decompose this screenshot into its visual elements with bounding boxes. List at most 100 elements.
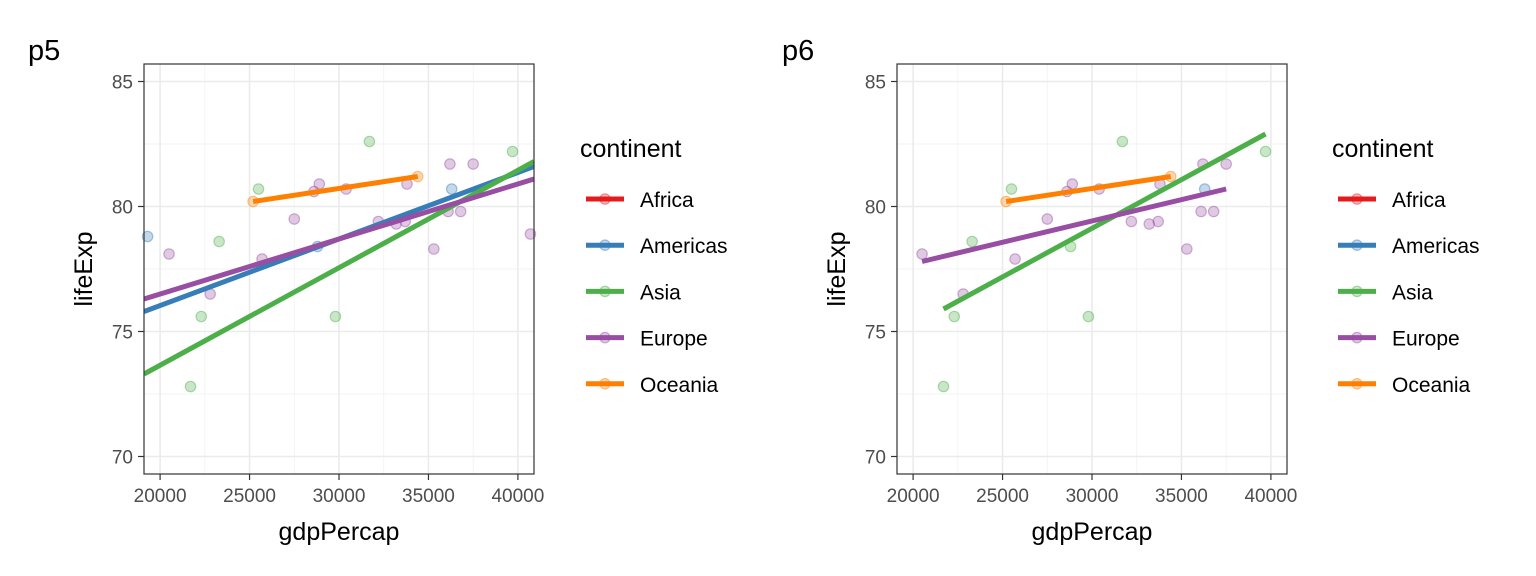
data-point-asia <box>506 145 519 158</box>
data-point-asia <box>1116 135 1129 148</box>
data-point-europe <box>1066 178 1079 190</box>
legend-key-point <box>1351 331 1363 344</box>
data-point-asia <box>948 310 961 323</box>
legend-label: Europe <box>1392 328 1460 351</box>
y-tick-label: 75 <box>112 323 133 344</box>
legend-label: Americas <box>640 235 728 258</box>
data-point-asia <box>184 380 197 393</box>
data-point-europe <box>467 158 479 170</box>
data-point-europe <box>454 205 467 218</box>
legend: continent Africa Americas Asia Europe Oceania <box>580 135 728 397</box>
legend-item-oceania: Oceania <box>586 374 719 397</box>
data-point-europe <box>524 228 537 240</box>
data-point-europe <box>1195 205 1207 218</box>
x-axis-title: gdpPercap <box>279 518 400 546</box>
legend-label: Americas <box>1392 235 1480 258</box>
data-point-asia <box>1082 310 1095 323</box>
legend-item-oceania: Oceania <box>1338 374 1471 397</box>
data-point-asia <box>1005 183 1018 195</box>
legend-label: Oceania <box>640 374 719 397</box>
x-tick-label: 40000 <box>491 486 544 507</box>
y-tick-label: 80 <box>865 198 886 219</box>
legend-item-africa: Africa <box>586 189 694 212</box>
data-point-europe <box>444 158 456 170</box>
panel-tag: p6 <box>782 35 814 67</box>
data-point-europe <box>163 248 175 260</box>
legend-key-point <box>1351 239 1363 251</box>
y-tick-label: 75 <box>865 323 886 344</box>
legend-key-point <box>599 239 611 251</box>
data-point-europe <box>428 243 440 255</box>
data-point-asia <box>966 235 978 248</box>
x-tick-label: 20000 <box>134 486 187 507</box>
data-point-europe <box>1125 215 1138 228</box>
legend-label: Asia <box>640 281 681 304</box>
y-tick-label: 85 <box>112 73 133 94</box>
fit-line-asia <box>942 131 1267 312</box>
data-point-americas <box>445 183 458 195</box>
legend-label: Africa <box>1392 189 1446 212</box>
y-tick-label: 80 <box>112 198 133 219</box>
data-point-asia <box>195 310 208 323</box>
fit-line-europe <box>921 186 1227 264</box>
x-tick-label: 20000 <box>887 486 940 507</box>
legend-item-asia: Asia <box>586 281 681 304</box>
x-axis-title: gdpPercap <box>1032 518 1153 546</box>
legend-label: Europe <box>640 328 708 351</box>
panel-p6: p6 20000 25000 30000 35000 40000 70 75 80 85 gdpPe… <box>782 35 1480 546</box>
data-point-asia <box>937 380 950 393</box>
data-point-europe <box>916 248 928 260</box>
data-point-americas <box>141 230 154 243</box>
legend-item-europe: Europe <box>1338 328 1460 351</box>
data-point-asia <box>252 183 265 195</box>
legend-item-americas: Americas <box>1338 235 1480 258</box>
x-tick-label: 30000 <box>1066 486 1119 507</box>
legend-item-asia: Asia <box>1338 281 1433 304</box>
legend-label: Asia <box>1392 281 1433 304</box>
y-tick-label: 70 <box>112 448 133 469</box>
data-point-asia <box>1259 145 1272 158</box>
legend-item-europe: Europe <box>586 328 708 351</box>
fit-line-oceania <box>252 174 419 204</box>
data-point-europe <box>1009 253 1021 265</box>
legend-key-point <box>1351 193 1363 205</box>
fit-line-oceania <box>1005 174 1172 204</box>
legend-key-point <box>599 377 611 390</box>
x-tick-label: 40000 <box>1244 486 1297 507</box>
x-tick-label: 35000 <box>1155 486 1208 507</box>
legend-label: Africa <box>640 189 694 212</box>
legend-key-point <box>1351 285 1363 298</box>
y-axis-title: lifeExp <box>823 231 851 306</box>
data-point-europe <box>313 178 326 190</box>
x-tick-label: 35000 <box>402 486 455 507</box>
x-tick-label: 30000 <box>313 486 366 507</box>
data-point-europe <box>1041 213 1054 225</box>
data-point-asia <box>363 135 376 148</box>
fit-line-europe <box>144 176 534 302</box>
data-point-europe <box>1181 243 1193 255</box>
legend-key-point <box>1351 377 1363 390</box>
legend-item-americas: Americas <box>586 235 728 258</box>
legend: continent Africa Americas Asia Europe Oceania <box>1332 135 1480 397</box>
legend-item-africa: Africa <box>1338 189 1446 212</box>
x-tick-label: 25000 <box>223 486 276 507</box>
legend-label: Oceania <box>1392 374 1471 397</box>
y-tick-label: 70 <box>865 448 886 469</box>
legend-title: continent <box>1332 135 1434 163</box>
data-point-asia <box>329 310 342 323</box>
panel-p5: p5 20000 25000 30000 35000 40000 70 75 80 85 gdpPe… <box>28 35 728 546</box>
panel-tag: p5 <box>28 35 60 67</box>
legend-key-point <box>599 331 611 344</box>
x-tick-label: 25000 <box>976 486 1029 507</box>
data-point-europe <box>1207 205 1220 218</box>
legend-key-point <box>599 285 611 298</box>
legend-title: continent <box>580 135 682 163</box>
legend-key-point <box>599 193 611 205</box>
y-axis-title: lifeExp <box>70 231 98 306</box>
y-tick-label: 85 <box>865 73 886 94</box>
data-point-europe <box>288 213 301 225</box>
data-point-europe <box>1152 215 1164 228</box>
data-point-europe <box>1143 218 1156 230</box>
data-point-europe <box>1220 158 1232 170</box>
